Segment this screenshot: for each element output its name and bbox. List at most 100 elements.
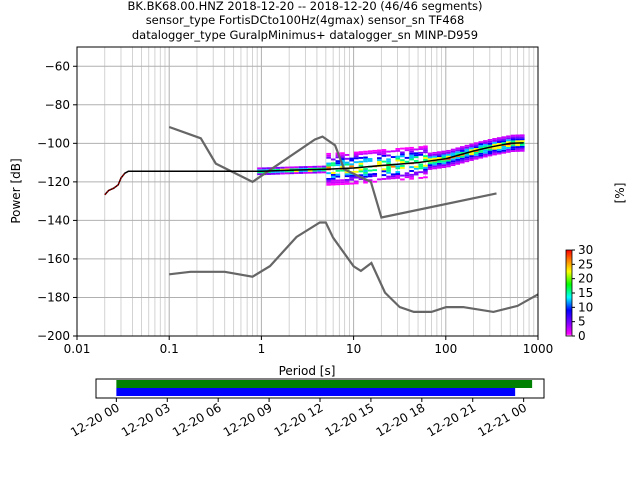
density-cell bbox=[326, 156, 331, 159]
density-cell bbox=[496, 152, 502, 155]
density-cell bbox=[450, 162, 456, 165]
density-cell bbox=[404, 156, 410, 159]
density-cell bbox=[344, 163, 350, 166]
density-cell bbox=[386, 154, 391, 157]
density-cell bbox=[413, 154, 419, 157]
density-cell bbox=[358, 178, 364, 181]
y-tick-label: −180 bbox=[37, 290, 70, 304]
density-cell bbox=[515, 134, 520, 137]
density-cell bbox=[386, 150, 391, 153]
density-cell bbox=[423, 147, 428, 150]
density-cell bbox=[340, 181, 345, 184]
new-low-noise-model bbox=[169, 221, 538, 314]
density-cell bbox=[510, 138, 516, 141]
timeline-tick-label: 12-20 21 bbox=[425, 400, 479, 439]
density-cell bbox=[353, 176, 359, 179]
density-cell bbox=[492, 153, 497, 156]
density-cell bbox=[487, 140, 493, 143]
density-cell bbox=[386, 160, 391, 163]
y-axis-ticks: −60 −80 −100 −120 −140 −160 −180 −200 bbox=[37, 59, 77, 343]
density-cell bbox=[510, 144, 516, 147]
density-cell bbox=[340, 156, 345, 159]
density-cell bbox=[326, 164, 331, 167]
density-cell bbox=[423, 145, 428, 148]
density-cell bbox=[483, 153, 488, 156]
density-cell bbox=[400, 164, 405, 167]
density-cell bbox=[436, 157, 442, 160]
density-cell bbox=[275, 170, 281, 173]
density-cell bbox=[395, 174, 401, 177]
density-cell bbox=[432, 167, 437, 170]
density-cell bbox=[386, 166, 391, 168]
density-cell bbox=[413, 171, 419, 174]
density-cell bbox=[294, 168, 299, 171]
density-cell bbox=[390, 156, 396, 158]
density-cell bbox=[427, 164, 433, 167]
density-cell bbox=[381, 151, 387, 153]
density-cell bbox=[501, 149, 507, 152]
density-cell bbox=[344, 173, 350, 176]
density-cell bbox=[344, 157, 350, 160]
density-cell bbox=[441, 160, 447, 163]
density-cell bbox=[501, 136, 507, 139]
density-cell bbox=[298, 170, 304, 172]
colorbar-tick-label: 5 bbox=[578, 315, 586, 329]
density-cell bbox=[400, 153, 405, 156]
density-cell bbox=[423, 155, 428, 158]
density-cell bbox=[344, 182, 350, 185]
density-cell bbox=[487, 154, 493, 157]
density-cell bbox=[450, 152, 456, 155]
density-cell bbox=[340, 169, 345, 172]
density-cell bbox=[418, 148, 424, 151]
density-cell bbox=[367, 152, 373, 155]
density-cell bbox=[464, 160, 470, 163]
density-cell bbox=[353, 182, 359, 185]
density-cell bbox=[340, 154, 345, 157]
chart-title-line-1: BK.BK68.00.HNZ 2018-12-20 -- 2018-12-20 … bbox=[127, 0, 482, 13]
density-cell bbox=[386, 177, 391, 180]
density-cell bbox=[404, 147, 410, 150]
density-cell bbox=[395, 148, 401, 150]
density-cell bbox=[381, 160, 387, 163]
density-cell bbox=[409, 158, 414, 161]
density-cell bbox=[483, 149, 488, 152]
density-cell bbox=[294, 166, 299, 169]
density-cell bbox=[395, 167, 401, 170]
density-cell bbox=[409, 177, 414, 180]
density-cell bbox=[284, 170, 290, 173]
density-cell bbox=[487, 139, 493, 141]
density-cell bbox=[289, 166, 295, 169]
density-cell bbox=[441, 156, 447, 159]
density-cell bbox=[344, 180, 350, 183]
density-cell bbox=[441, 152, 447, 155]
density-cell bbox=[307, 171, 313, 174]
density-cell bbox=[353, 157, 359, 160]
density-cell bbox=[358, 162, 364, 165]
density-cell bbox=[400, 151, 405, 154]
density-cell bbox=[317, 171, 322, 174]
density-cell bbox=[321, 169, 327, 172]
density-cell bbox=[400, 147, 405, 150]
density-cell bbox=[446, 153, 451, 156]
timeline-tick-label: 12-20 15 bbox=[323, 400, 377, 439]
density-cell bbox=[349, 159, 354, 162]
density-cell bbox=[280, 168, 285, 171]
short-period-segment bbox=[104, 172, 126, 196]
density-cell bbox=[432, 157, 437, 160]
density-cell bbox=[349, 182, 354, 185]
density-cell bbox=[340, 179, 345, 182]
density-cell bbox=[317, 167, 322, 170]
density-cell bbox=[367, 175, 373, 178]
density-cell bbox=[413, 152, 419, 155]
density-cell bbox=[400, 161, 405, 164]
density-cell bbox=[330, 179, 336, 182]
density-cell bbox=[469, 147, 474, 150]
density-cell bbox=[492, 149, 497, 152]
density-cell bbox=[326, 162, 331, 165]
timeline-tick-label: 12-20 12 bbox=[272, 400, 326, 439]
density-cell bbox=[353, 155, 359, 158]
x-axis-ticks: 0.01 0.1 1 10 100 1000 bbox=[64, 336, 553, 356]
density-cell bbox=[330, 173, 336, 176]
density-cell bbox=[450, 154, 456, 157]
